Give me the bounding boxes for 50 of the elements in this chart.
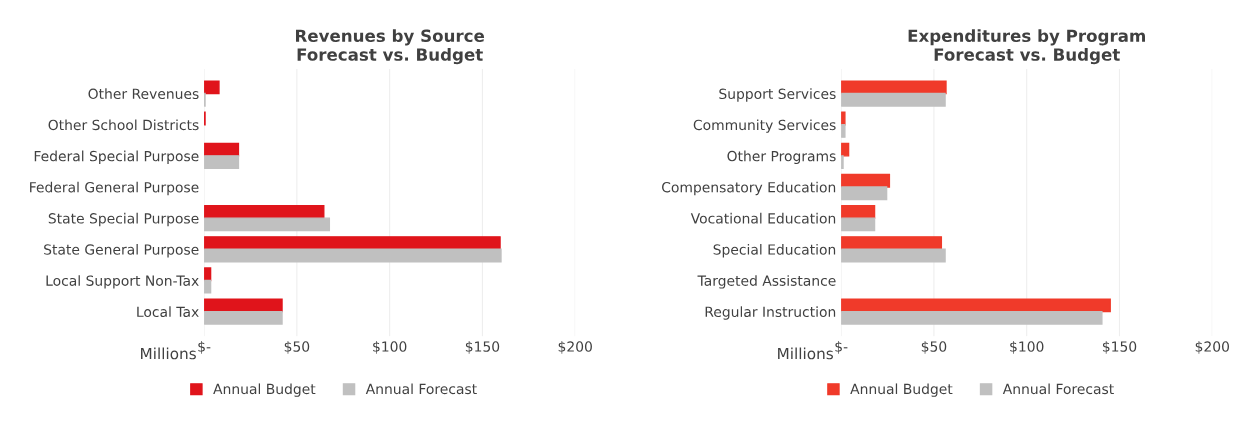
y-tick-label: Community Services — [693, 119, 836, 133]
y-tick-label: Local Support Non-Tax — [46, 275, 199, 289]
y-tick-label: Other Programs — [727, 150, 836, 165]
bar — [204, 236, 501, 250]
bar — [204, 217, 331, 232]
y-tick-label: Targeted Assistance — [697, 275, 836, 289]
legend-label: Annual Forecast — [365, 383, 477, 395]
y-tick-label: Regular Instruction — [705, 306, 836, 320]
y-tick-label: Support Services — [719, 88, 836, 102]
bar — [841, 310, 1103, 325]
x-tick-label: $200 — [558, 341, 592, 354]
bar — [204, 248, 502, 263]
x-tick-label: $50 — [284, 341, 310, 354]
bar — [841, 236, 943, 250]
y-tick-label: Federal General Purpose — [30, 181, 199, 196]
y-tick-label: State General Purpose — [44, 244, 199, 258]
x-axis-title: Millions — [778, 347, 833, 360]
bar — [841, 298, 1111, 313]
bar — [841, 124, 846, 138]
x-tick-label: $100 — [1010, 341, 1044, 354]
bar — [841, 80, 947, 95]
chart-title: Revenues by Source Forecast vs. Budget — [296, 29, 485, 65]
x-tick-label: $100 — [373, 341, 407, 354]
y-tick-label: Special Education — [713, 244, 836, 258]
bar — [841, 186, 888, 201]
y-tick-label: Local Tax — [137, 306, 199, 318]
x-tick-label: $150 — [1102, 341, 1137, 354]
y-tick-label: Other Revenues — [88, 88, 199, 100]
y-tick-label: Compensatory Education — [662, 181, 836, 196]
x-tick-label: $- — [835, 341, 848, 354]
bar — [204, 80, 220, 95]
x-axis-title: Millions — [141, 347, 196, 360]
x-tick-label: $50 — [921, 341, 947, 354]
x-tick-label: $150 — [465, 341, 500, 354]
legend-label: Annual Budget — [213, 383, 316, 397]
x-tick-label: $200 — [1195, 341, 1230, 354]
bar — [841, 92, 946, 107]
legend-label: Annual Budget — [850, 383, 953, 397]
bar — [204, 310, 283, 325]
y-tick-label: Vocational Education — [690, 212, 836, 224]
legend-label: Annual Forecast — [1002, 383, 1114, 395]
x-tick-label: $- — [198, 341, 211, 354]
bar — [204, 298, 283, 313]
y-tick-label: Other School Districts — [48, 119, 199, 131]
bar — [841, 248, 946, 263]
chart-title: Expenditures by Program Forecast vs. Budget — [908, 29, 1145, 65]
bar — [841, 217, 876, 232]
y-tick-label: State Special Purpose — [48, 212, 199, 227]
y-tick-label: Federal Special Purpose — [34, 150, 199, 165]
bar — [204, 155, 240, 170]
